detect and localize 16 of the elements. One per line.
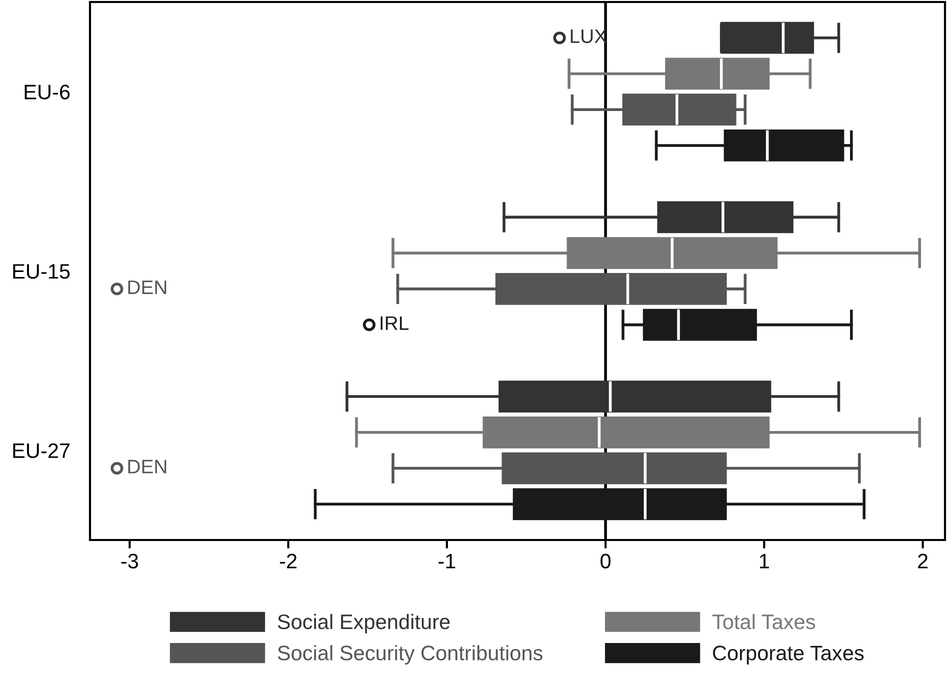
- y-tick-label: EU-6: [24, 84, 70, 100]
- x-tick-label: -1: [438, 554, 456, 568]
- annotation: DEN: [128, 280, 166, 294]
- annotation: IRL: [380, 316, 409, 330]
- x-tick-label: -3: [121, 554, 138, 568]
- annotation: DEN: [128, 460, 166, 474]
- legend-label: Social Security Contributions: [278, 645, 542, 665]
- y-tick-label: EU-27: [13, 443, 70, 458]
- x-tick-label: 2: [918, 554, 928, 568]
- x-tick-label: 0: [600, 554, 611, 568]
- legend-label: Social Expenditure: [278, 614, 450, 634]
- x-tick-label: 1: [760, 554, 769, 568]
- x-tick-label: -2: [280, 554, 296, 568]
- legend-label: Corporate Taxes: [712, 646, 864, 665]
- y-tick-label: EU-15: [13, 264, 70, 279]
- legend-label: Total Taxes: [712, 614, 816, 630]
